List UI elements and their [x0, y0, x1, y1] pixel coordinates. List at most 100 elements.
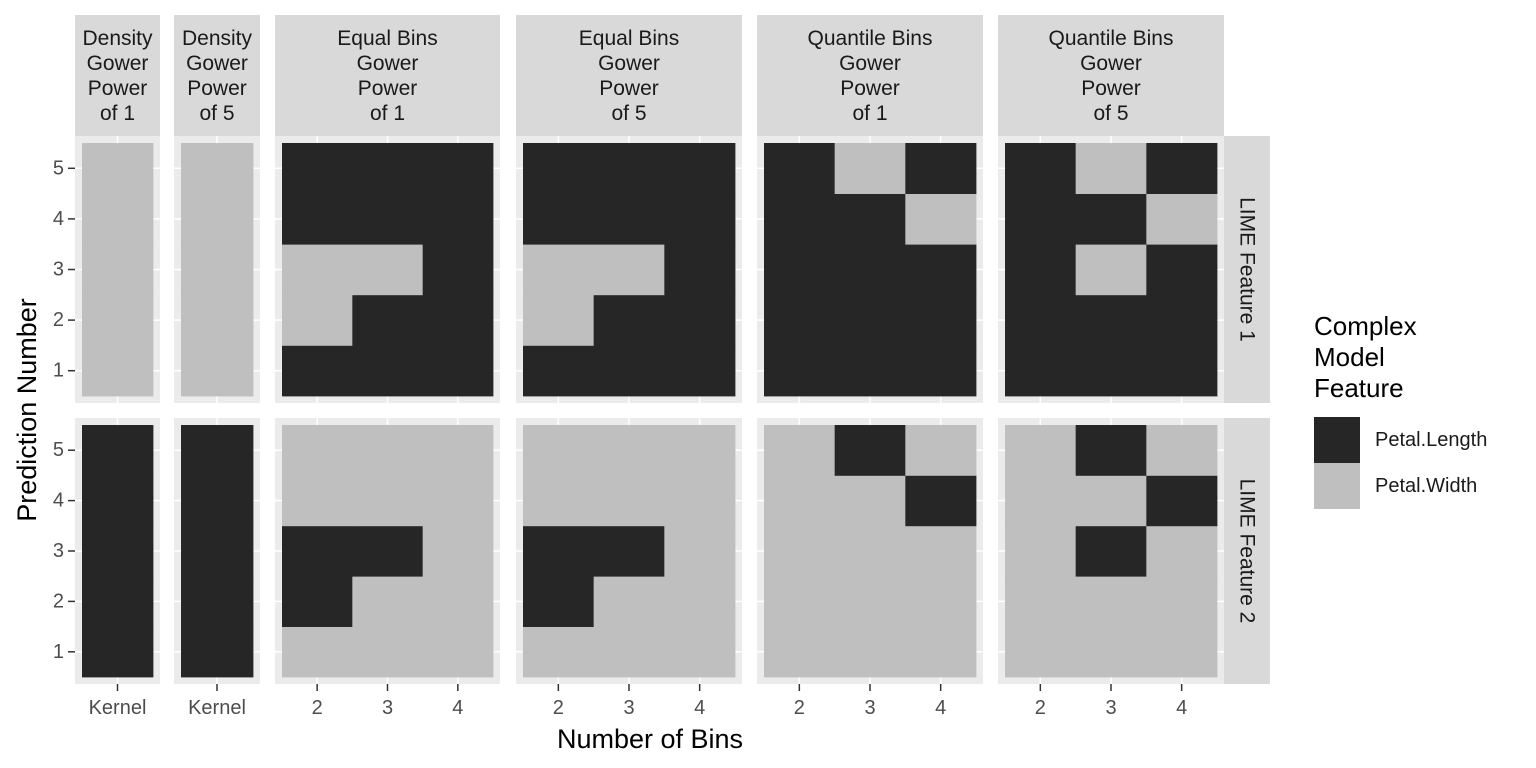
heat-tile: [1146, 244, 1218, 296]
legend-title: Model: [1314, 342, 1385, 372]
heat-tile: [834, 193, 906, 245]
heat-tile: [282, 425, 353, 476]
heat-tile: [905, 244, 977, 296]
column-strip: [275, 15, 500, 136]
y-tick-label: 4: [53, 208, 64, 230]
heat-tile: [282, 626, 353, 678]
heat-tile: [181, 576, 254, 627]
heat-tile: [1075, 345, 1147, 397]
heat-tile: [352, 576, 424, 627]
heat-tile: [82, 294, 154, 346]
heat-tile: [352, 626, 424, 678]
x-tick-label: 4: [452, 697, 463, 719]
heat-tile: [1146, 576, 1218, 627]
column-strip: [516, 15, 742, 136]
column-strip: [174, 15, 260, 136]
x-tick-label: 4: [1176, 697, 1187, 719]
column-strip-label: of 1: [852, 102, 887, 125]
heat-tile: [905, 294, 977, 346]
heat-tile: [352, 425, 424, 476]
heat-tile: [905, 143, 977, 194]
y-axis-title: Prediction Number: [12, 298, 42, 522]
column-strip-label: Density: [182, 27, 253, 50]
heat-tile: [1075, 525, 1147, 577]
heat-tile: [593, 294, 665, 346]
heat-tile: [593, 143, 665, 194]
x-tick-label: 3: [864, 697, 875, 719]
heat-tile: [1075, 244, 1147, 296]
column-strip: [757, 15, 983, 136]
heat-tile: [422, 525, 494, 577]
legend-title: Complex: [1314, 311, 1417, 341]
heat-tile: [82, 244, 154, 296]
row-strip-label: LIME Feature 2: [1236, 479, 1259, 624]
heat-tile: [764, 143, 836, 194]
heat-tile: [593, 244, 665, 296]
heat-tile: [523, 425, 595, 476]
x-tick-label: Kernel: [188, 697, 246, 719]
heat-tile: [422, 576, 494, 627]
heat-tile: [593, 626, 665, 678]
legend-title: Feature: [1314, 373, 1404, 403]
heat-tile: [593, 576, 665, 627]
column-strip-label: Gower: [87, 52, 149, 75]
heat-tile: [834, 626, 906, 678]
heat-tile: [1005, 244, 1077, 296]
y-tick-label: 1: [53, 641, 64, 663]
column-strip-label: of 1: [100, 102, 135, 125]
heat-tile: [1146, 425, 1218, 476]
row-strip: [1224, 418, 1270, 684]
heat-tile: [764, 475, 836, 527]
heat-tile: [352, 244, 424, 296]
column-strip-label: Gower: [839, 52, 901, 75]
x-tick-label: 2: [553, 697, 564, 719]
heat-tile: [764, 345, 836, 397]
heat-tile: [905, 525, 977, 577]
column-strip-label: Power: [187, 77, 247, 100]
column-strip: [75, 15, 160, 136]
x-axes: Kernel Kernel 2 3 4 2 3 4 2 3 4 2 3 4: [89, 684, 1187, 719]
x-tick-label: 4: [935, 697, 946, 719]
heat-tile: [352, 525, 424, 577]
heat-tile: [282, 525, 353, 577]
panels: [75, 136, 1224, 684]
heat-tile: [82, 345, 154, 397]
heat-tile: [1146, 345, 1218, 397]
heat-tile: [181, 345, 254, 397]
heat-tile: [181, 294, 254, 346]
column-strip-label: Gower: [1080, 52, 1142, 75]
heat-tile: [282, 576, 353, 627]
x-tick-label: 3: [623, 697, 634, 719]
x-tick-label: 4: [694, 697, 705, 719]
heat-tile: [181, 626, 254, 678]
heat-tile: [834, 576, 906, 627]
heat-tile: [905, 193, 977, 245]
heat-tile: [422, 193, 494, 245]
heat-tile: [1005, 193, 1077, 245]
heat-tile: [664, 193, 736, 245]
heat-tile: [422, 626, 494, 678]
heat-tile: [523, 193, 595, 245]
x-tick-label: 3: [382, 697, 393, 719]
y-tick-label: 4: [53, 490, 64, 512]
heat-tile: [1075, 626, 1147, 678]
heat-tile: [181, 193, 254, 245]
row-strip: [1224, 136, 1270, 403]
heat-tile: [664, 425, 736, 476]
heat-tile: [1146, 193, 1218, 245]
heat-tile: [664, 576, 736, 627]
heat-tile: [523, 475, 595, 527]
heat-tile: [422, 425, 494, 476]
row-strip-label: LIME Feature 1: [1236, 197, 1259, 342]
legend-swatch: [1314, 417, 1360, 463]
heat-tile: [523, 143, 595, 194]
column-strip-label: of 5: [1093, 102, 1128, 125]
column-strip-label: Quantile Bins: [1049, 27, 1174, 50]
heat-tile: [82, 193, 154, 245]
heat-tile: [181, 244, 254, 296]
column-strip-label: Power: [358, 77, 418, 100]
heat-tile: [834, 294, 906, 346]
heat-tile: [1005, 143, 1077, 194]
column-strip-label: Gower: [598, 52, 660, 75]
heat-tile: [593, 193, 665, 245]
